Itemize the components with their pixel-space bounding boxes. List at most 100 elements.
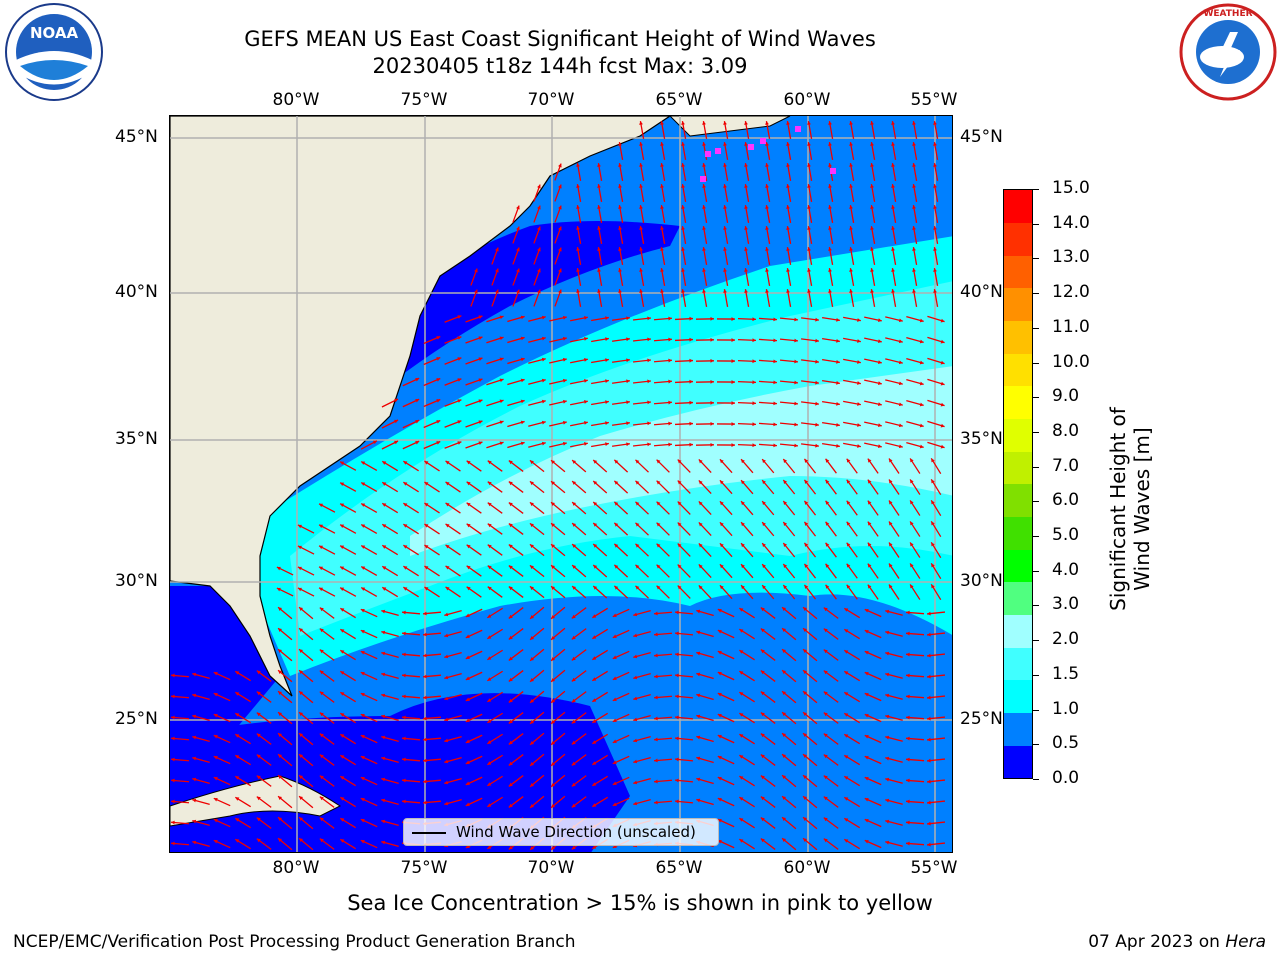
wave-direction-arrowhead [551, 804, 555, 808]
wave-direction-arrowhead [696, 672, 701, 677]
wave-direction-arrowhead [910, 563, 914, 568]
wave-direction-arrowhead [487, 656, 492, 660]
wave-direction-arrowhead [675, 757, 679, 762]
wave-direction-arrowhead [508, 782, 513, 787]
wave-direction-arrowhead [381, 840, 386, 845]
wave-direction-arrowhead [906, 820, 910, 825]
wave-direction-arrowhead [782, 691, 787, 695]
nws-logo: WEATHER [1178, 2, 1278, 102]
lat-label-right: 30°N [960, 571, 1003, 591]
wave-direction-arrowhead [844, 608, 849, 612]
wave-direction-arrowhead [906, 736, 910, 741]
wave-direction-arrowhead [836, 359, 840, 364]
wave-direction-arrowhead [912, 205, 916, 209]
wave-direction-arrowhead [319, 838, 324, 843]
wave-direction-arrowhead [618, 226, 622, 230]
wave-direction-arrowhead [760, 817, 765, 822]
wave-direction-arrowhead [593, 460, 598, 464]
wave-direction-arrowhead [381, 777, 386, 782]
wave-direction-arrowhead [825, 542, 830, 547]
colorbar-tick-label: 6.0 [1052, 490, 1080, 511]
wave-direction-arrowhead [592, 677, 597, 681]
wave-direction-arrowhead [381, 630, 386, 635]
wave-direction-arrowhead [762, 480, 766, 485]
wave-direction-arrowhead [436, 357, 441, 361]
wave-direction-arrowhead [803, 670, 807, 674]
wave-direction-arrowhead [660, 247, 664, 251]
wave-direction-arrowhead [213, 734, 218, 739]
wave-direction-arrowhead [403, 503, 408, 507]
wave-direction-arrowhead [825, 584, 830, 589]
wave-direction-arrowhead [444, 696, 449, 701]
wave-direction-arrowhead [864, 819, 869, 823]
wave-direction-arrowhead [823, 628, 828, 633]
wave-direction-arrowhead [571, 656, 576, 661]
wave-direction-arrowhead [912, 247, 916, 251]
wave-direction-arrowhead [457, 336, 462, 340]
colorbar [1003, 189, 1033, 779]
wave-direction-arrowhead [562, 378, 567, 383]
wave-direction-arrowhead [891, 268, 895, 272]
wave-direction-arrowhead [256, 775, 261, 780]
wave-direction-arrowhead [319, 691, 324, 696]
wave-direction-arrowhead [739, 818, 744, 822]
wave-direction-arrowhead [478, 357, 483, 361]
wave-direction-arrowhead [551, 678, 555, 682]
wave-direction-arrowhead [299, 817, 303, 821]
wave-direction-arrowhead [760, 607, 765, 612]
wave-direction-arrowhead [647, 400, 651, 405]
colorbar-segment [1004, 582, 1032, 616]
wave-direction-arrowhead [520, 378, 525, 383]
wave-direction-arrowhead [783, 522, 788, 526]
wave-direction-arrowhead [844, 797, 849, 801]
wave-direction-arrowhead [698, 585, 703, 590]
wave-direction-arrowhead [394, 440, 399, 445]
wave-direction-arrowhead [804, 521, 809, 526]
wave-direction-arrowhead [299, 838, 303, 842]
noaa-logo: NOAA [4, 2, 104, 102]
wave-direction-arrowhead [466, 460, 471, 465]
wave-direction-arrowhead [867, 500, 872, 505]
sea-ice-pixel [700, 176, 706, 182]
sea-ice-pixel [715, 148, 721, 154]
wave-direction-arrowhead [597, 247, 601, 251]
wave-direction-arrowhead [626, 421, 630, 426]
lon-label-top: 70°W [527, 90, 575, 110]
wave-direction-arrowhead [675, 778, 679, 783]
wave-direction-arrowhead [739, 608, 744, 612]
wave-direction-arrowhead [804, 563, 809, 568]
wave-direction-arrowhead [372, 440, 377, 445]
wave-direction-arrowhead [803, 817, 807, 821]
wave-direction-arrowhead [541, 357, 546, 362]
wave-direction-arrowhead [864, 651, 869, 655]
wave-direction-arrowhead [744, 184, 748, 188]
wave-direction-arrowhead [660, 184, 664, 188]
wave-direction-arrowhead [415, 440, 420, 445]
wave-direction-arrowhead [864, 693, 869, 697]
colorbar-tick-mark [1033, 431, 1039, 433]
wave-direction-arrowhead [681, 247, 685, 251]
wave-direction-arrowhead [844, 629, 849, 633]
wave-direction-arrowhead [171, 715, 175, 720]
wave-direction-arrowhead [235, 776, 240, 780]
wave-direction-arrowhead [910, 584, 914, 589]
colorbar-segment [1004, 418, 1032, 452]
lon-label-bottom: 65°W [655, 858, 703, 878]
wave-direction-arrowhead [710, 316, 714, 321]
wave-direction-arrowhead [299, 775, 303, 779]
wave-direction-arrowhead [867, 521, 872, 526]
wave-direction-arrowhead [278, 733, 282, 737]
wave-direction-arrowhead [605, 400, 609, 404]
wave-direction-arrowhead [739, 692, 744, 696]
wave-direction-arrowhead [906, 757, 910, 762]
wave-direction-arrowhead [898, 402, 903, 407]
wave-direction-arrowhead [846, 563, 851, 568]
wave-direction-arrowhead [402, 799, 406, 804]
wave-direction-arrowhead [571, 845, 576, 850]
wave-direction-arrowhead [752, 359, 756, 364]
wave-direction-arrowhead [171, 799, 175, 804]
wave-direction-arrowhead [508, 586, 513, 591]
wave-direction-arrowhead [888, 563, 893, 568]
wave-direction-arrowhead [912, 121, 916, 125]
wave-direction-arrowhead [677, 480, 682, 485]
